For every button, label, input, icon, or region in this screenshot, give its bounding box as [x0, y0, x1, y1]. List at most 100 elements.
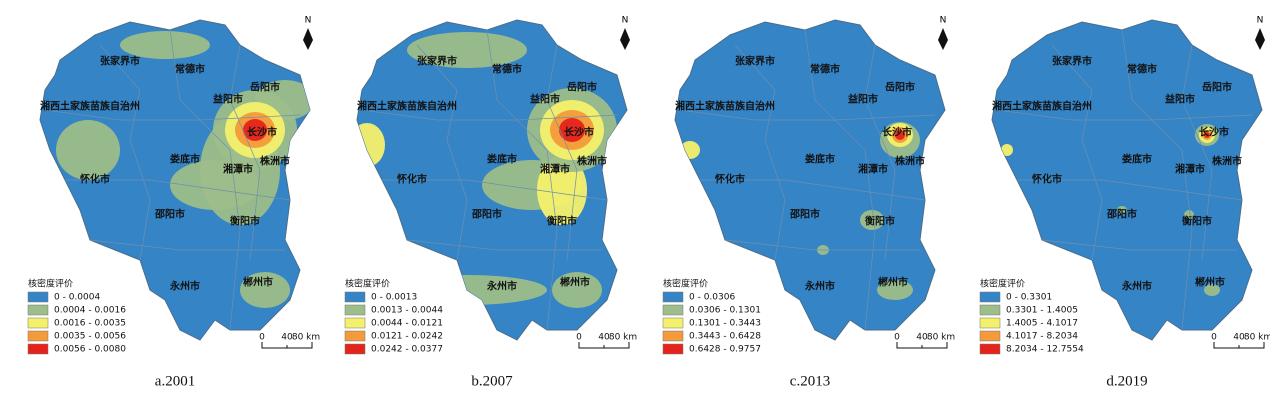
north-arrow [938, 28, 948, 50]
legend-swatch [979, 330, 1001, 342]
legend-label: 0.0306 - 0.1301 [689, 306, 761, 316]
legend-swatch [27, 317, 49, 329]
city-label: 衡阳市 [547, 215, 577, 228]
boundary-line [679, 109, 936, 121]
boundary-line [406, 239, 602, 251]
legend-title: 核密度评价 [663, 278, 708, 290]
boundary-line [700, 179, 926, 201]
legend-swatch [979, 343, 1001, 355]
scale-label: 0 [894, 333, 900, 343]
legend-label: 4.1017 - 8.2034 [1006, 332, 1078, 342]
city-label: 张家界市 [417, 55, 457, 68]
map-panel: 张家界市常德市岳阳市益阳市湘西土家族苗族自治州长沙市娄底市湘潭市株洲市怀化市邵阳… [27, 16, 320, 389]
density-hotspot [1184, 210, 1194, 220]
city-label: 郴州市 [1195, 276, 1225, 289]
legend-label: 0.0013 - 0.0044 [371, 306, 443, 316]
province-shape [674, 19, 946, 341]
legend-swatch [979, 317, 1001, 329]
city-label: 株洲市 [577, 155, 607, 168]
legend-swatch [979, 291, 1001, 303]
city-label: 郴州市 [878, 276, 908, 289]
legend-label: 0 - 0.0013 [371, 293, 417, 303]
scale-label: 0 [259, 333, 265, 343]
north-label: N [940, 16, 947, 26]
boundary-line [724, 239, 920, 251]
legend-swatch [662, 304, 684, 316]
density-hotspot [1117, 206, 1127, 214]
city-label: 永州市 [486, 280, 517, 293]
city-label: 张家界市 [735, 55, 775, 68]
density-hotspot [1204, 284, 1220, 296]
legend-swatch [344, 317, 366, 329]
city-label: 邵阳市 [471, 208, 502, 221]
density-hotspot [860, 210, 884, 230]
boundary-line [229, 44, 261, 261]
city-label: 常德市 [175, 63, 205, 76]
panel-caption: d.2019 [1106, 373, 1147, 389]
city-label: 益阳市 [530, 93, 560, 106]
boundary-line [486, 29, 558, 331]
density-hotspot [120, 31, 210, 59]
city-label: 常德市 [1127, 63, 1157, 76]
scale-label: 40 [916, 333, 928, 343]
city-label: 衡阳市 [1182, 215, 1212, 228]
legend-label: 0.0056 - 0.0080 [54, 345, 126, 355]
legend-label: 0.0044 - 0.0121 [371, 319, 443, 329]
city-label: 湘西土家族苗族自治州 [40, 100, 140, 113]
density-hotspot [56, 120, 120, 180]
scale-label: 0 [1211, 333, 1217, 343]
city-label: 湘西土家族苗族自治州 [675, 100, 775, 113]
city-label: 张家界市 [1052, 55, 1092, 68]
scale-label: 0 [576, 333, 582, 343]
city-label: 怀化市 [715, 173, 745, 186]
city-label: 娄底市 [1122, 153, 1152, 166]
density-hotspot [552, 272, 602, 308]
scale-bar [261, 342, 313, 349]
density-hotspot [407, 32, 527, 68]
boundary-line [1017, 179, 1243, 201]
city-label: 株洲市 [895, 155, 925, 168]
map-panel: 张家界市常德市岳阳市益阳市湘西土家族苗族自治州长沙市娄底市湘潭市株洲市怀化市邵阳… [344, 16, 637, 389]
legend-title: 核密度评价 [28, 278, 73, 290]
legend-label: 0 - 0.0306 [689, 293, 735, 303]
scale-label: 40 [281, 333, 293, 343]
boundary-line [996, 109, 1253, 121]
density-hotspot [1001, 144, 1013, 156]
city-label: 益阳市 [848, 93, 878, 106]
city-label: 长沙市 [1199, 126, 1229, 139]
legend-swatch [27, 343, 49, 355]
city-label: 湘西土家族苗族自治州 [992, 100, 1092, 113]
city-label: 永州市 [169, 280, 200, 293]
legend-title: 核密度评价 [345, 278, 390, 290]
legend-label: 0.0004 - 0.0016 [54, 306, 126, 316]
scale-bar [578, 342, 630, 349]
city-label: 益阳市 [213, 93, 243, 106]
city-label: 娄底市 [170, 153, 200, 166]
legend-swatch [344, 343, 366, 355]
city-label: 长沙市 [564, 126, 594, 139]
boundary-line [416, 44, 468, 261]
city-label: 衡阳市 [865, 215, 895, 228]
city-label: 岳阳市 [885, 81, 915, 94]
city-label: 湘潭市 [1175, 163, 1205, 176]
city-label: 常德市 [492, 63, 522, 76]
boundary-line [44, 109, 301, 121]
legend-label: 0.6428 - 0.9757 [689, 345, 761, 355]
boundary-line [99, 44, 151, 261]
legend-swatch [662, 343, 684, 355]
city-label: 株洲市 [260, 155, 290, 168]
density-hotspot [877, 280, 913, 300]
city-label: 长沙市 [247, 126, 277, 139]
legend-swatch [344, 304, 366, 316]
city-label: 岳阳市 [250, 81, 280, 94]
boundary-line [89, 239, 285, 251]
boundary-line [1051, 44, 1103, 261]
legend-label: 0.0242 - 0.0377 [371, 345, 443, 355]
hotspots [680, 122, 920, 300]
scale-label: 80 km [609, 333, 637, 343]
city-label: 张家界市 [100, 55, 140, 68]
city-label: 邵阳市 [1106, 208, 1137, 221]
legend-swatch [662, 317, 684, 329]
legend-swatch [662, 330, 684, 342]
